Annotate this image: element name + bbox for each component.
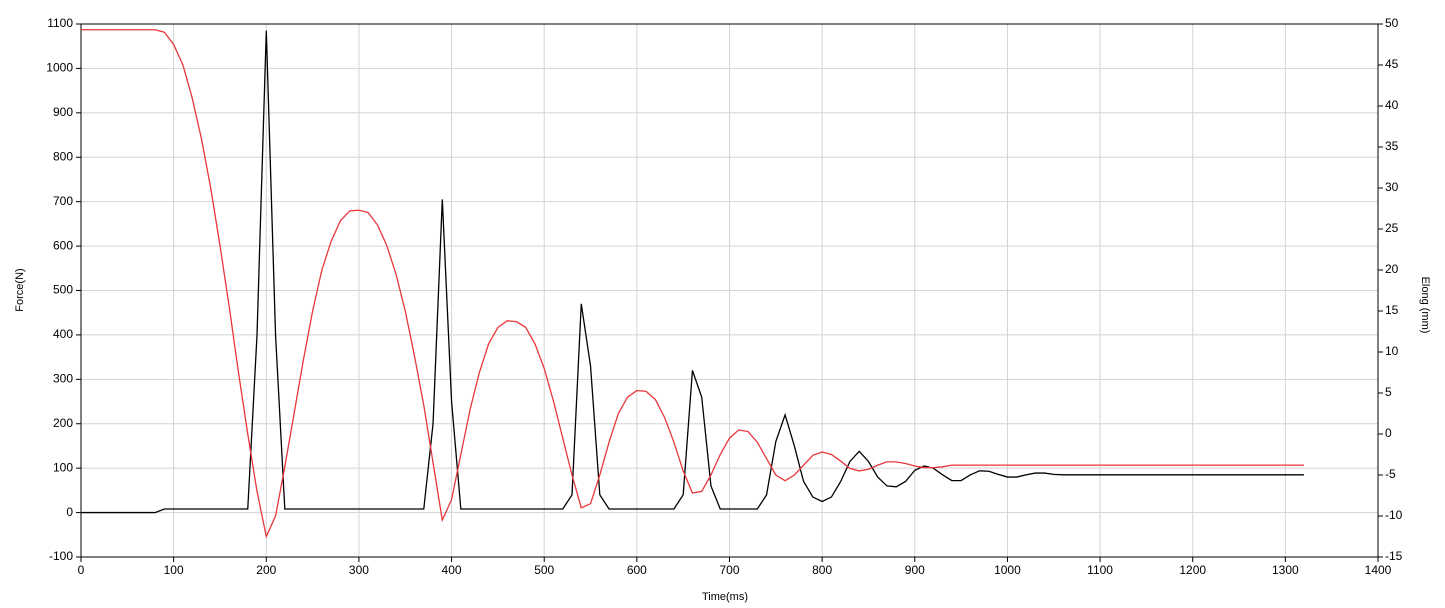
y2-tick-label: -10 — [1385, 508, 1403, 522]
y2-tick-label: 45 — [1385, 57, 1399, 71]
x-tick-label: 500 — [534, 563, 554, 577]
y-tick-label: 600 — [53, 238, 73, 252]
y-tick-label: 1100 — [47, 16, 73, 30]
data-line — [81, 29, 1304, 539]
y-tick-label: 400 — [53, 327, 73, 341]
x-tick-label: 1200 — [1179, 563, 1206, 577]
y2-tick-label: 40 — [1385, 98, 1399, 112]
y2-tick-label: 15 — [1385, 303, 1399, 317]
x-tick-label: 700 — [719, 563, 739, 577]
y-tick-label: 100 — [53, 460, 73, 474]
x-tick-label: 800 — [812, 563, 832, 577]
y2-tick-label: 0 — [1385, 426, 1392, 440]
y2-tick-label: 20 — [1385, 262, 1399, 276]
x-tick-label: 1300 — [1272, 563, 1299, 577]
y2-tick-label: -15 — [1385, 549, 1403, 563]
x-axis-label: Time(ms) — [702, 591, 748, 603]
y2-axis-label: Elong (mm) — [1419, 277, 1431, 334]
x-tick-label: 1400 — [1365, 563, 1392, 577]
y2-tick-label: 30 — [1385, 180, 1399, 194]
y-tick-label: -100 — [49, 549, 73, 563]
x-tick-label: 300 — [349, 563, 369, 577]
x-tick-label: 0 — [78, 563, 85, 577]
y-tick-label: 700 — [53, 194, 73, 208]
plot-frame — [80, 23, 1379, 558]
x-tick-label: 200 — [256, 563, 276, 577]
y-tick-label: 200 — [53, 416, 73, 430]
y2-tick-label: -5 — [1385, 467, 1396, 481]
y-axis-label: Force(N) — [14, 268, 26, 311]
x-tick-label: 600 — [627, 563, 647, 577]
y2-tick-label: 25 — [1385, 221, 1399, 235]
x-tick-label: 1100 — [1087, 563, 1113, 577]
y-tick-label: 900 — [53, 105, 73, 119]
y2-tick-label: 10 — [1385, 344, 1399, 358]
y2-tick-label: 35 — [1385, 139, 1399, 153]
y-tick-label: 0 — [66, 505, 73, 519]
x-tick-label: 100 — [164, 563, 184, 577]
y-tick-label: 300 — [53, 372, 73, 386]
y2-tick-label: 5 — [1385, 385, 1392, 399]
y-tick-label: 500 — [53, 283, 73, 297]
y-tick-label: 1000 — [46, 61, 73, 75]
y2-tick-label: 50 — [1385, 16, 1399, 30]
x-tick-label: 900 — [905, 563, 925, 577]
x-tick-label: 400 — [442, 563, 462, 577]
y-tick-label: 800 — [53, 149, 73, 163]
x-tick-label: 1000 — [994, 563, 1021, 577]
data-line — [81, 30, 1304, 514]
